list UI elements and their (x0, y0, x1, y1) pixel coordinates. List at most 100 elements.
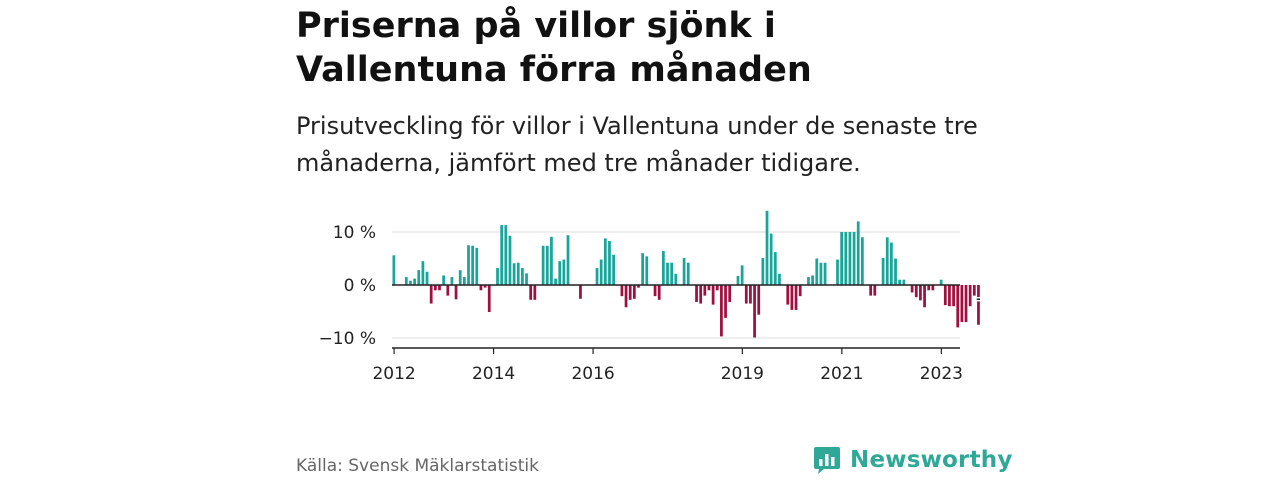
positive-bar (740, 265, 744, 285)
positive-bar (939, 279, 943, 285)
positive-bar (562, 259, 566, 285)
positive-bar (599, 259, 603, 285)
source-note: Källa: Svensk Mäklarstatistik (296, 456, 539, 476)
negative-bar (483, 285, 487, 288)
positive-bar (661, 251, 665, 285)
negative-bar (711, 285, 715, 305)
positive-bar (894, 258, 897, 285)
negative-bar (728, 285, 732, 302)
bar-chart-logo-icon (814, 447, 840, 474)
negative-bar (794, 285, 798, 310)
negative-bar (479, 285, 483, 291)
positive-bar (595, 268, 599, 285)
positive-bar (861, 237, 864, 285)
negative-bar (628, 285, 632, 300)
positive-bar (550, 236, 553, 285)
negative-bar (786, 285, 790, 305)
positive-bar (413, 278, 416, 285)
positive-bar (417, 270, 421, 285)
positive-bar (836, 259, 839, 285)
negative-bar (620, 285, 624, 297)
negative-bar (533, 285, 537, 300)
positive-bar (409, 280, 412, 285)
positive-bar (566, 235, 570, 285)
negative-bar (744, 285, 748, 304)
positive-bar (554, 278, 557, 285)
newsworthy-logo: Newsworthy (812, 445, 1013, 475)
negative-bar (446, 285, 450, 296)
negative-bar (637, 285, 640, 288)
positive-bar (425, 271, 429, 285)
positive-bar (844, 232, 848, 285)
positive-bar (823, 262, 827, 285)
positive-bar (496, 268, 499, 285)
negative-bar (695, 285, 698, 302)
positive-bar (890, 242, 893, 285)
positive-bar (421, 261, 425, 285)
x-tick-label: 2012 (372, 364, 415, 384)
brand-name: Newsworthy (850, 447, 1013, 473)
positive-bar (500, 225, 504, 285)
negative-bar (720, 285, 723, 337)
positive-bar (512, 263, 516, 285)
negative-bar (454, 285, 458, 300)
negative-bar (956, 285, 960, 328)
negative-bar (923, 285, 926, 308)
positive-bar (545, 245, 549, 285)
negative-bar (972, 285, 976, 296)
last-value-label: −1 % (975, 290, 980, 310)
positive-bar (608, 241, 611, 285)
positive-bar (641, 253, 645, 285)
positive-bar (612, 254, 615, 285)
negative-bar (749, 285, 752, 304)
positive-bar (442, 275, 445, 285)
x-tick-label: 2019 (721, 364, 764, 384)
positive-bar (736, 275, 740, 285)
negative-bar (653, 285, 657, 297)
negative-bar (798, 285, 802, 297)
negative-bar (657, 285, 661, 300)
positive-bar (603, 238, 607, 285)
positive-bar (848, 232, 852, 285)
positive-bar (462, 277, 466, 285)
bar-chart: 10 % 0 % −10 % 2012 2014 2016 2019 2021 2023 −1 % (319, 210, 980, 384)
chart-title: Priserna på villor sjönk i Vallentuna fö… (296, 6, 812, 90)
negative-bar (873, 285, 877, 296)
negative-bar (960, 285, 964, 323)
negative-bar (869, 285, 873, 296)
negative-bar (715, 285, 719, 291)
positive-bar (840, 232, 844, 285)
negative-bar (429, 285, 433, 304)
positive-bar (811, 275, 814, 285)
positive-bar (450, 277, 454, 285)
negative-bar (433, 285, 437, 291)
chart-subtitle: Prisutveckling för villor i Vallentuna u… (296, 112, 978, 177)
positive-bar (885, 237, 889, 285)
positive-bar (856, 221, 860, 285)
positive-bar (674, 273, 678, 285)
positive-bar (471, 245, 475, 285)
negative-bar (703, 285, 707, 296)
positive-bar (558, 261, 562, 285)
positive-bar (807, 277, 810, 285)
y-tick-label: 10 % (333, 223, 376, 243)
positive-bar (666, 262, 669, 285)
negative-bar (632, 285, 636, 299)
negative-bar (438, 285, 441, 291)
negative-bar (757, 285, 761, 315)
negative-bar (910, 285, 914, 293)
positive-bar (902, 279, 906, 285)
positive-bar (852, 232, 856, 285)
negative-bar (487, 285, 491, 313)
negative-bar (968, 285, 972, 307)
negative-bar (931, 285, 935, 291)
negative-bar (919, 285, 922, 301)
negative-bar (624, 285, 628, 308)
positive-bar (525, 273, 528, 285)
negative-bar (529, 285, 533, 300)
x-tick-label: 2023 (920, 364, 963, 384)
positive-bar (815, 258, 819, 285)
positive-bar (504, 225, 508, 285)
positive-bar (645, 256, 649, 285)
y-tick-label: 0 % (344, 276, 376, 296)
